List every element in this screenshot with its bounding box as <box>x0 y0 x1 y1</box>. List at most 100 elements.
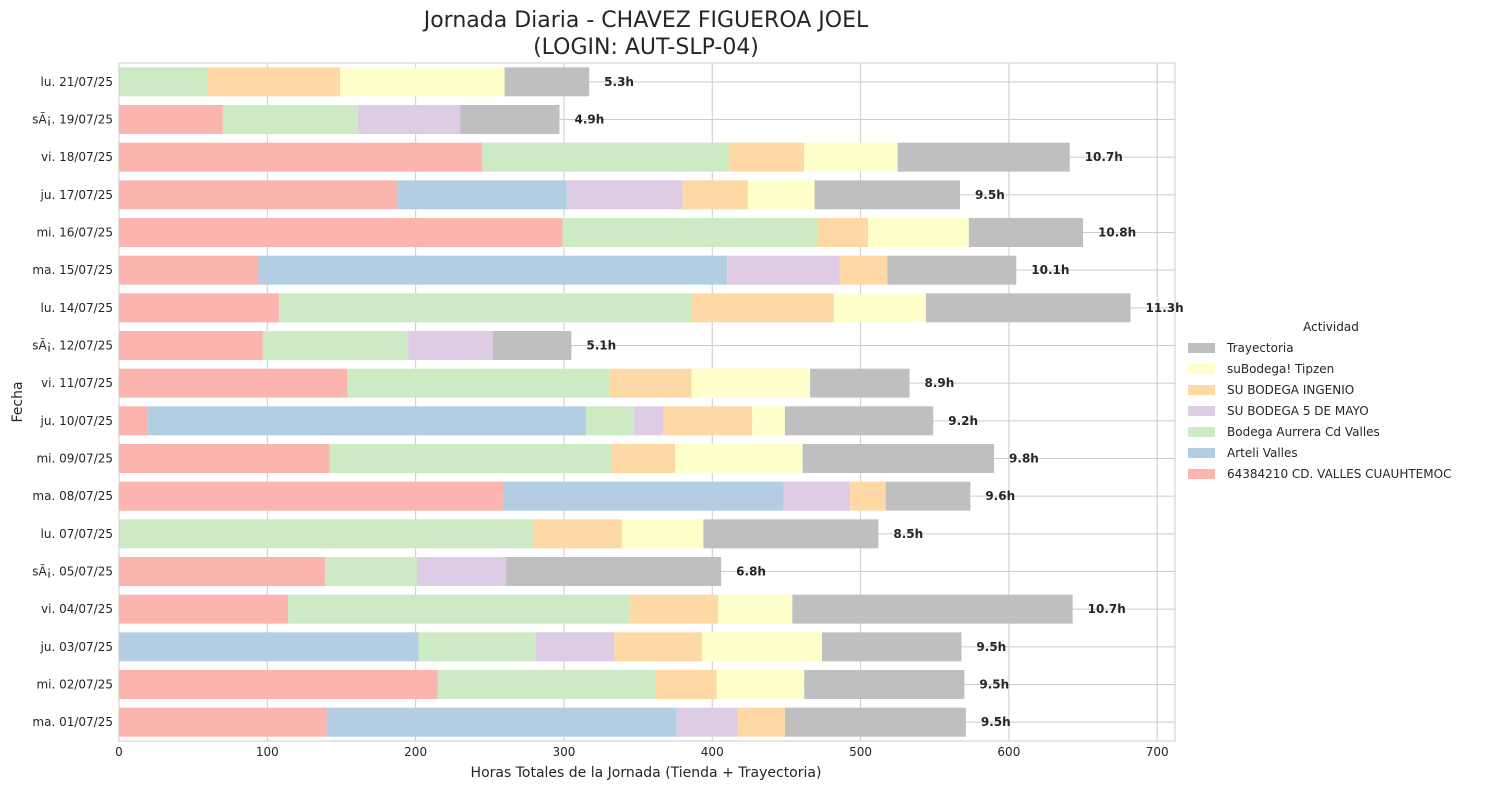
total-label: 9.5h <box>979 678 1009 692</box>
bar-segment <box>532 519 622 549</box>
bar-segment <box>810 368 910 398</box>
total-label: 9.2h <box>948 414 978 428</box>
y-tick-label: ju. 03/07/25 <box>40 640 113 654</box>
total-label: 8.5h <box>893 527 923 541</box>
y-axis-label: Fecha <box>10 381 26 422</box>
bar-segment <box>691 293 834 323</box>
bar-segment <box>718 594 793 624</box>
legend-entry: SU BODEGA INGENIO <box>1227 383 1354 397</box>
bar-segment <box>339 67 505 97</box>
bar-segment <box>804 142 898 172</box>
total-label: 8.9h <box>925 376 955 390</box>
bar-segment <box>728 142 805 172</box>
bar-segment <box>968 218 1084 247</box>
y-tick-label: mi. 02/07/25 <box>36 678 113 692</box>
bar-segment <box>633 406 664 436</box>
y-tick-label: ma. 15/07/25 <box>32 263 113 277</box>
total-label: 10.7h <box>1085 150 1123 164</box>
y-tick-label: sÃ¡. 05/07/25 <box>32 564 113 579</box>
bar-segment <box>325 557 418 586</box>
bar-segment <box>119 519 533 549</box>
legend-swatch <box>1188 406 1215 416</box>
y-tick-label: ju. 17/07/25 <box>40 188 113 202</box>
bar-segment <box>897 142 1070 172</box>
total-label: 9.5h <box>975 188 1005 202</box>
bar-segment <box>925 293 1131 323</box>
y-tick-label: mi. 16/07/25 <box>36 226 113 240</box>
bar-segment <box>586 406 634 436</box>
bar-segment <box>119 444 330 473</box>
bar-segment <box>783 481 851 511</box>
bar-segment <box>119 67 208 97</box>
legend-swatch <box>1188 385 1215 395</box>
total-label: 11.3h <box>1146 301 1184 315</box>
x-tick-label: 400 <box>701 745 724 759</box>
bar-segment <box>747 180 815 210</box>
legend-entry: suBodega! Tipzen <box>1227 362 1334 376</box>
total-label: 5.1h <box>586 339 616 353</box>
bar-segment <box>147 406 587 436</box>
bar-segment <box>482 142 729 172</box>
bar-segment <box>119 481 504 511</box>
bar-segment <box>119 105 223 134</box>
bar-segment <box>119 670 438 699</box>
bar-segment <box>119 180 398 210</box>
total-label: 9.5h <box>981 715 1011 729</box>
bar-segment <box>207 67 340 97</box>
chart-title-line2: (LOGIN: AUT-SLP-04) <box>533 35 759 60</box>
bar-segment <box>701 632 823 662</box>
total-label: 9.5h <box>976 640 1006 654</box>
bar-segment <box>535 632 615 662</box>
y-tick-label: ma. 01/07/25 <box>32 715 113 729</box>
legend-title: Actividad <box>1303 320 1359 334</box>
bar-segment <box>817 218 868 247</box>
legend-entry: Arteli Valles <box>1227 446 1298 460</box>
bar-segment <box>802 444 995 473</box>
total-label: 10.1h <box>1031 263 1069 277</box>
bar-segment <box>408 331 493 360</box>
legend-entry: 64384210 CD. VALLES CUAUHTEMOC <box>1227 467 1451 481</box>
bar-segment <box>609 368 692 398</box>
bar-segment <box>347 368 610 398</box>
bar-segment <box>675 444 803 473</box>
y-tick-label: lu. 14/07/25 <box>41 301 113 315</box>
total-label: 10.8h <box>1098 226 1136 240</box>
bar-segment <box>329 444 612 473</box>
x-tick-label: 100 <box>256 745 279 759</box>
bar-segment <box>119 255 259 285</box>
bar-segment <box>867 218 969 247</box>
bar-segment <box>850 481 886 511</box>
bar-segment <box>784 406 934 436</box>
bar-segment <box>258 255 728 285</box>
bar-segment <box>119 142 483 172</box>
x-tick-label: 600 <box>997 745 1020 759</box>
bar-segment <box>703 519 879 549</box>
legend-entry: Trayectoria <box>1226 341 1294 355</box>
x-tick-label: 500 <box>849 745 872 759</box>
bar-segment <box>614 632 702 662</box>
bar-segment <box>682 180 748 210</box>
bar-segment <box>839 255 888 285</box>
y-tick-labels: lu. 21/07/25 sÃ¡. 19/07/25 vi. 18/07/25 ju.… <box>32 75 113 729</box>
bar-segment <box>716 670 805 699</box>
y-tick-label: ju. 10/07/25 <box>40 414 113 428</box>
bar-segment <box>437 670 656 699</box>
legend-items: Trayectoria suBodega! Tipzen SU BODEGA ING… <box>1188 341 1451 481</box>
bar-segment <box>357 105 461 134</box>
bar-segment <box>822 632 962 662</box>
bar-segment <box>814 180 960 210</box>
total-label: 4.9h <box>574 113 604 127</box>
x-tick-labels: 0 100 200 300 400 500 600 700 <box>115 745 1168 759</box>
bar-segment <box>621 519 704 549</box>
bar-segment <box>418 632 536 662</box>
legend-swatch <box>1188 364 1215 374</box>
bar-segment <box>119 331 263 360</box>
bar-segment <box>629 594 719 624</box>
legend-entry: Bodega Aurrera Cd Valles <box>1227 425 1380 439</box>
bar-segment <box>119 594 289 624</box>
bar-segment <box>784 707 966 737</box>
bar-segment <box>792 594 1073 624</box>
total-label: 9.8h <box>1009 452 1039 466</box>
x-tick-label: 700 <box>1146 745 1169 759</box>
bar-segment <box>503 481 784 511</box>
